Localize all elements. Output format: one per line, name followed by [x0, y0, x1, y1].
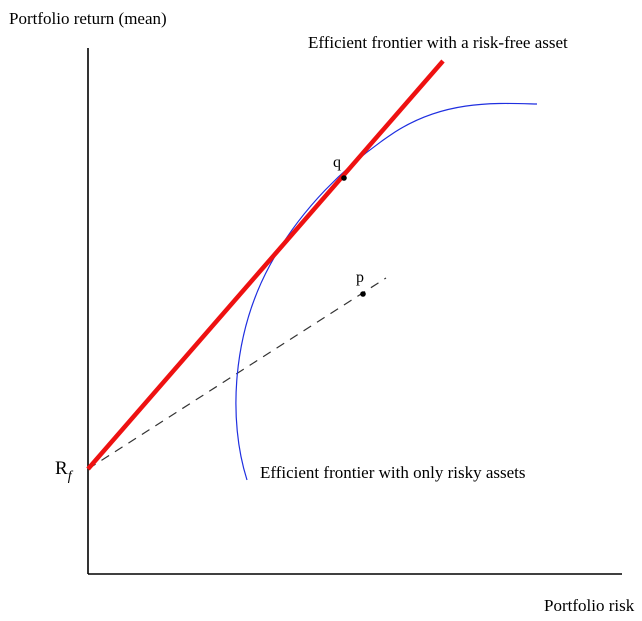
x-axis-label: Portfolio risk	[544, 596, 635, 615]
capital-line-label: Efficient frontier with a risk-free asse…	[308, 33, 568, 52]
risk-free-label: Rf	[55, 458, 74, 484]
tangency-point-label: q	[333, 154, 341, 171]
y-axis-label: Portfolio return (mean)	[9, 9, 167, 28]
risk-free-label-main: R	[55, 458, 68, 479]
portfolio-point-p	[360, 291, 366, 297]
capital-market-line	[86, 59, 445, 471]
risky-frontier-label: Efficient frontier with only risky asset…	[260, 463, 526, 482]
risky-assets-frontier-curve	[235, 102, 538, 481]
risk-free-label-subscript: f	[68, 469, 74, 484]
portfolio-point-label: p	[356, 269, 364, 286]
tangency-point-q	[341, 175, 347, 181]
